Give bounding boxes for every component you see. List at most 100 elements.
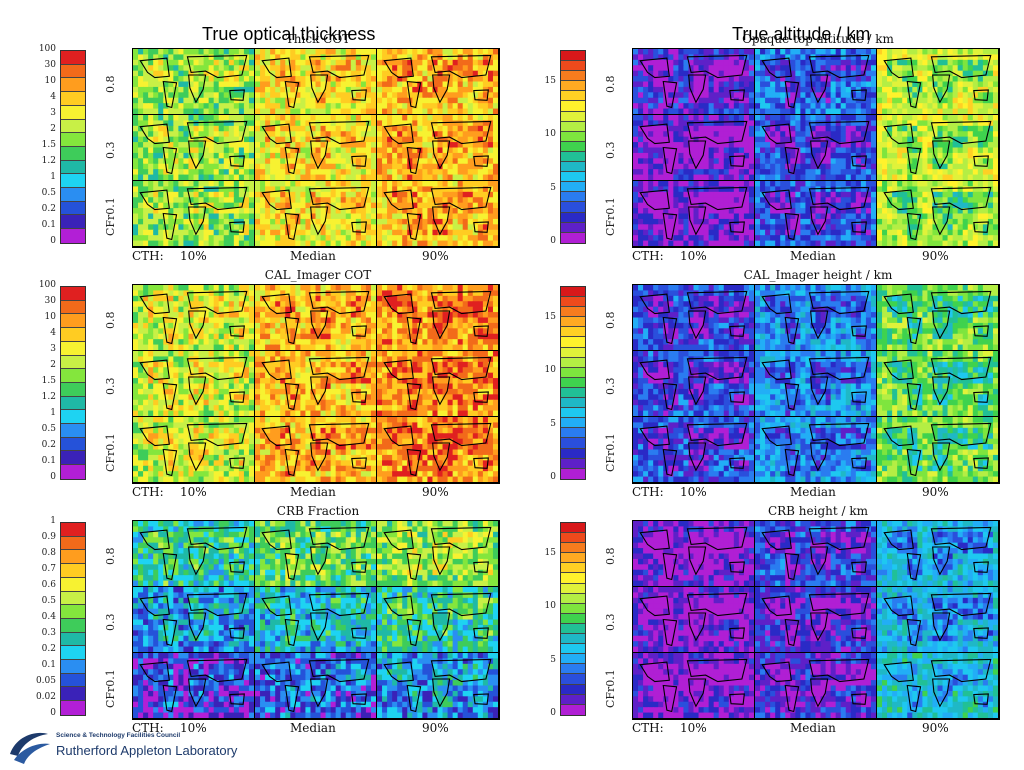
colorbar-swatch: [61, 106, 85, 120]
colorbar-swatch: [561, 297, 585, 307]
colorbar-swatch: [561, 162, 585, 172]
colorbar-swatch: [61, 174, 85, 188]
colorbar-swatch: [561, 553, 585, 563]
heatmap-cell-map: [755, 587, 876, 652]
heatmap-cell-map: [255, 587, 376, 652]
heatmap-cell: [755, 417, 876, 482]
row-label-3: CFr0.1: [104, 197, 117, 236]
footer-label: 90%: [422, 249, 449, 263]
colorbar-tick-label: 0: [530, 236, 556, 246]
footer-label: Median: [290, 721, 336, 735]
heatmap-cell: [255, 587, 376, 652]
colorbar-tick-label: 0.9: [30, 532, 56, 542]
heatmap-cell: [133, 49, 254, 114]
colorbar-swatch: [561, 61, 585, 71]
heatmap-cell: [377, 285, 498, 350]
colorbar: [560, 50, 586, 244]
heatmap-cell-map: [633, 351, 754, 416]
colorbar-tick-label: 1.2: [30, 392, 56, 402]
colorbar-swatch: [61, 301, 85, 315]
heatmap-cell-map: [633, 285, 754, 350]
heatmap-cell-map: [133, 587, 254, 652]
colorbar-tick-label: 4: [30, 92, 56, 102]
heatmap-cell-map: [133, 115, 254, 180]
row-label-1: 0.8: [104, 312, 117, 330]
heatmap-cell: [255, 351, 376, 416]
heatmap-cell: [877, 653, 998, 718]
colorbar-tick-label: 0: [30, 472, 56, 482]
colorbar-swatch: [561, 705, 585, 715]
heatmap-cell-map: [133, 181, 254, 246]
colorbar-tick-label: 1.5: [30, 376, 56, 386]
colorbar-swatch: [561, 51, 585, 61]
heatmap-cell: [877, 521, 998, 586]
colorbar-tick-label: 3: [30, 344, 56, 354]
heatmap-cell-map: [877, 181, 998, 246]
stfc-logo-icon: [6, 724, 52, 766]
footer-label: Median: [790, 249, 836, 263]
heatmap-cell: [755, 285, 876, 350]
colorbar-swatch: [561, 358, 585, 368]
footer-label: 90%: [922, 485, 949, 499]
heatmap-cell-map: [633, 653, 754, 718]
colorbar-tick-label: 15: [530, 548, 556, 558]
heatmap-cell: [877, 115, 998, 180]
colorbar-swatch: [61, 342, 85, 356]
colorbar-tick-label: 0.8: [30, 548, 56, 558]
heatmap-cell-map: [633, 587, 754, 652]
colorbar-tick-label: 0.2: [30, 204, 56, 214]
colorbar-tick-label: 0: [30, 708, 56, 718]
colorbar-swatch: [561, 112, 585, 122]
colorbar-swatch: [561, 317, 585, 327]
heatmap-cell-map: [877, 521, 998, 586]
colorbar-swatch: [561, 664, 585, 674]
heatmap-cell-map: [633, 521, 754, 586]
colorbar-swatch: [561, 533, 585, 543]
row-label-2: 0.3: [104, 142, 117, 160]
heatmap-grid: [632, 48, 1000, 248]
colorbar-swatch: [561, 307, 585, 317]
heatmap-cell-map: [755, 351, 876, 416]
colorbar-swatch: [561, 654, 585, 664]
row-label-3: CFr0.1: [604, 433, 617, 472]
heatmap-cell-map: [133, 417, 254, 482]
colorbar-tick-label: 100: [30, 280, 56, 290]
colorbar-swatch: [561, 337, 585, 347]
colorbar-swatch: [561, 469, 585, 479]
heatmap-cell: [377, 181, 498, 246]
heatmap-cell-map: [377, 115, 498, 180]
colorbar-swatch: [61, 369, 85, 383]
heatmap-cell-map: [133, 351, 254, 416]
colorbar-swatch: [561, 695, 585, 705]
colorbar-tick-label: 10: [30, 76, 56, 86]
heatmap-cell: [755, 49, 876, 114]
colorbar-swatch: [561, 122, 585, 132]
colorbar-tick-label: 2: [30, 124, 56, 134]
footer-label: CTH:: [632, 485, 664, 499]
row-label-1: 0.8: [604, 76, 617, 94]
heatmap-cell: [377, 521, 498, 586]
heatmap-cell: [755, 521, 876, 586]
footer-label: CTH:: [132, 485, 164, 499]
panel-title-5: CRB Fraction: [132, 504, 504, 518]
heatmap-cell: [633, 653, 754, 718]
heatmap-cell: [133, 417, 254, 482]
heatmap-cell-map: [877, 285, 998, 350]
heatmap-cell-map: [133, 521, 254, 586]
heatmap-cell: [755, 351, 876, 416]
colorbar-swatch: [61, 424, 85, 438]
colorbar-tick-label: 1: [30, 516, 56, 526]
colorbar-tick-label: 4: [30, 328, 56, 338]
colorbar-swatch: [561, 348, 585, 358]
heatmap-cell-map: [755, 181, 876, 246]
colorbar-swatch: [561, 594, 585, 604]
colorbar: [60, 286, 86, 480]
logo-lab-text: Rutherford Appleton Laboratory: [56, 743, 237, 758]
colorbar-swatch: [61, 438, 85, 452]
heatmap-cell-map: [633, 417, 754, 482]
heatmap-cell: [877, 587, 998, 652]
heatmap-cell-map: [377, 417, 498, 482]
heatmap-cell: [633, 49, 754, 114]
colorbar-swatch: [61, 328, 85, 342]
row-label-3: CFr0.1: [604, 669, 617, 708]
